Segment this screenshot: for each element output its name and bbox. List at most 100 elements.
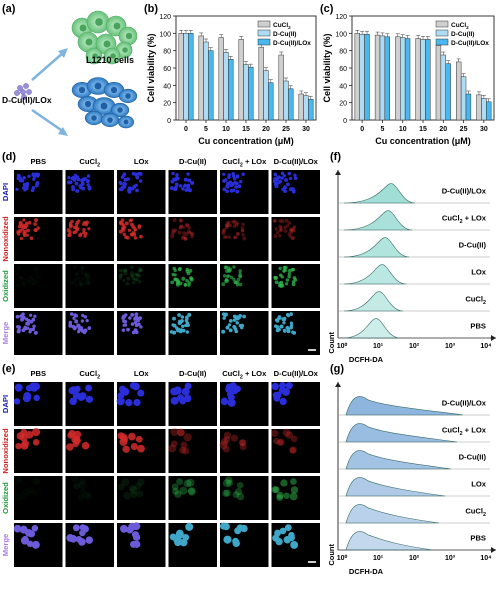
cell-spot (240, 229, 245, 233)
bar (208, 50, 214, 121)
cell-spot (183, 479, 192, 488)
cell-spot (79, 282, 84, 286)
cell-spot (74, 283, 78, 287)
histogram-area (343, 210, 413, 231)
subscript: 2 (240, 162, 243, 168)
histogram-f: Count 10⁰ 10¹ 10² 10³ 10⁴DCFH-DAPBSCuCl2LOxD-… (327, 170, 496, 364)
cell-spot (280, 479, 288, 487)
cell-spot (79, 232, 83, 236)
cell-spot (274, 529, 281, 537)
cell-spot (25, 430, 34, 439)
subscript: 2 (97, 374, 100, 380)
cell-spot (169, 330, 174, 334)
cell-spot (123, 491, 132, 500)
x-tick-label: 30 (302, 126, 310, 133)
cell-spot (181, 324, 185, 329)
cell-spot (273, 177, 277, 181)
cell-spot (20, 317, 24, 322)
cell-spot (190, 232, 194, 237)
cell-spot (273, 394, 281, 402)
cell-spot (17, 266, 21, 270)
cell-spot (224, 224, 229, 228)
cell-spot (15, 187, 19, 191)
column-header: LOx (134, 157, 150, 166)
cell-spot (289, 230, 294, 234)
cell-spot (72, 230, 77, 235)
cell-spot (34, 218, 39, 223)
cell-spot (20, 179, 25, 183)
cell-spot (76, 323, 81, 328)
cell-spot (180, 315, 185, 319)
cell-spot (178, 224, 183, 229)
micrograph-tile (168, 429, 217, 473)
cell-spot (136, 322, 141, 327)
cell-spot (228, 318, 233, 323)
cell-nucleus (107, 117, 113, 123)
bar (218, 37, 224, 121)
cell-spot (136, 490, 144, 498)
cell-spot (32, 324, 36, 328)
cell-spot (120, 524, 128, 533)
cell-spot (86, 183, 90, 187)
cell-spot (271, 486, 279, 493)
cell-spot (35, 173, 40, 178)
cell-spot (118, 385, 127, 393)
cell-spot (125, 235, 130, 240)
cell-spot (228, 328, 233, 333)
cell-spot (171, 171, 175, 176)
cell-spot (181, 276, 186, 281)
legend-label: CuCl2 (451, 22, 469, 30)
cell-spot (76, 177, 81, 182)
cell-spot (222, 274, 227, 278)
cell-spot (137, 444, 145, 453)
cell-spot (289, 446, 297, 454)
cell-spot (278, 316, 282, 320)
bar (379, 35, 386, 121)
bar (384, 36, 390, 121)
cell-spot (222, 172, 226, 176)
row-label: Nonoxidized (1, 216, 10, 262)
bar (404, 38, 411, 121)
cell-spot (15, 314, 20, 319)
micrograph-tile (220, 429, 269, 473)
cell-spot (175, 173, 179, 177)
bar (354, 33, 360, 121)
cell-spot (32, 439, 40, 446)
column-header: D-Cu(II)/LOx (274, 369, 319, 378)
cell-spot (283, 189, 287, 193)
micrograph-grid-d: PBS CuCl2 LOx D-Cu(II) CuCl2 + LOx D-Cu(II)/L… (1, 157, 320, 355)
cell-spot (228, 224, 232, 228)
particle (21, 94, 27, 100)
cell-spot (28, 275, 32, 279)
cell-spot (128, 432, 136, 441)
x-tick-label: 10 (399, 126, 407, 133)
cell-spot (128, 316, 132, 320)
label-part: + LOx (243, 157, 267, 166)
micrograph-tile (65, 217, 114, 261)
cell-spot (290, 435, 298, 443)
cell-label-top: L1210 cells (86, 55, 134, 65)
c6-cells-illustration (71, 77, 138, 129)
cell-spot (81, 277, 85, 282)
cell-spot (223, 489, 231, 497)
cell-spot (226, 185, 230, 189)
cell-spot (224, 235, 229, 239)
cell-spot (87, 186, 92, 191)
cell-spot (73, 482, 81, 490)
cell-spot (277, 175, 281, 180)
histogram-row-label: D-Cu(II)/LOx (442, 187, 487, 196)
x-axis-label: DCFH-DA (349, 567, 384, 576)
x-tick-label: 5 (380, 126, 384, 133)
y-axis-label: Count (327, 544, 336, 566)
bar (248, 66, 254, 121)
arrow-up-head (58, 48, 68, 58)
cell-spot (121, 478, 130, 487)
cell-spot (173, 536, 181, 544)
y-axis-label: Cell viability (%) (146, 33, 156, 102)
cell-spot (273, 276, 278, 281)
x-tick-label: 25 (460, 126, 468, 133)
cell-nucleus (84, 100, 92, 108)
row-label: Merge (1, 534, 10, 556)
column-header: LOx (134, 369, 150, 378)
